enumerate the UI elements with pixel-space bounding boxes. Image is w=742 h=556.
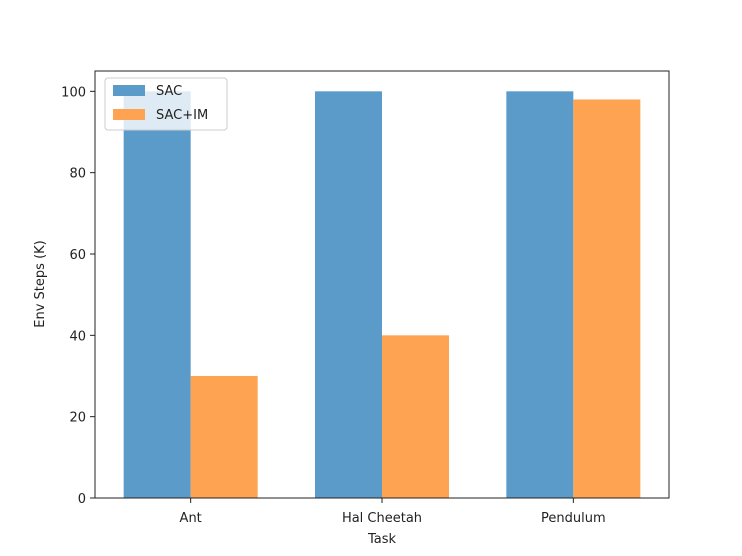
x-tick-label: Ant [180,511,202,526]
bar-sac-im-hal-cheetah [382,335,449,498]
x-axis-label: Task [367,532,397,547]
x-tick-label: Hal Cheetah [342,511,422,526]
legend: SAC SAC+IM [104,77,228,131]
bars-layer [123,91,641,498]
x-axis: Ant Hal Cheetah Pendulum [180,498,606,526]
bar-sac-pendulum [506,91,574,498]
y-tick-label: 0 [78,492,86,507]
bar-sac-im-pendulum [573,99,641,498]
legend-label-sac-im: SAC+IM [156,108,208,123]
legend-swatch-sac [113,85,145,96]
y-tick-label: 20 [69,411,86,426]
legend-label-sac: SAC [156,84,182,99]
legend-swatch-sac-im [113,109,145,120]
bar-sac-hal-cheetah [315,91,382,498]
y-tick-label: 80 [69,167,86,182]
y-axis-label: Env Steps (K) [33,240,48,327]
x-tick-label: Pendulum [541,511,606,526]
bar-sac-ant [123,91,191,498]
y-tick-label: 40 [69,329,86,344]
bar-sac-im-ant [190,376,258,498]
y-tick-label: 100 [61,85,86,100]
y-axis: 0 20 40 60 80 100 [61,85,95,507]
y-tick-label: 60 [69,248,86,263]
